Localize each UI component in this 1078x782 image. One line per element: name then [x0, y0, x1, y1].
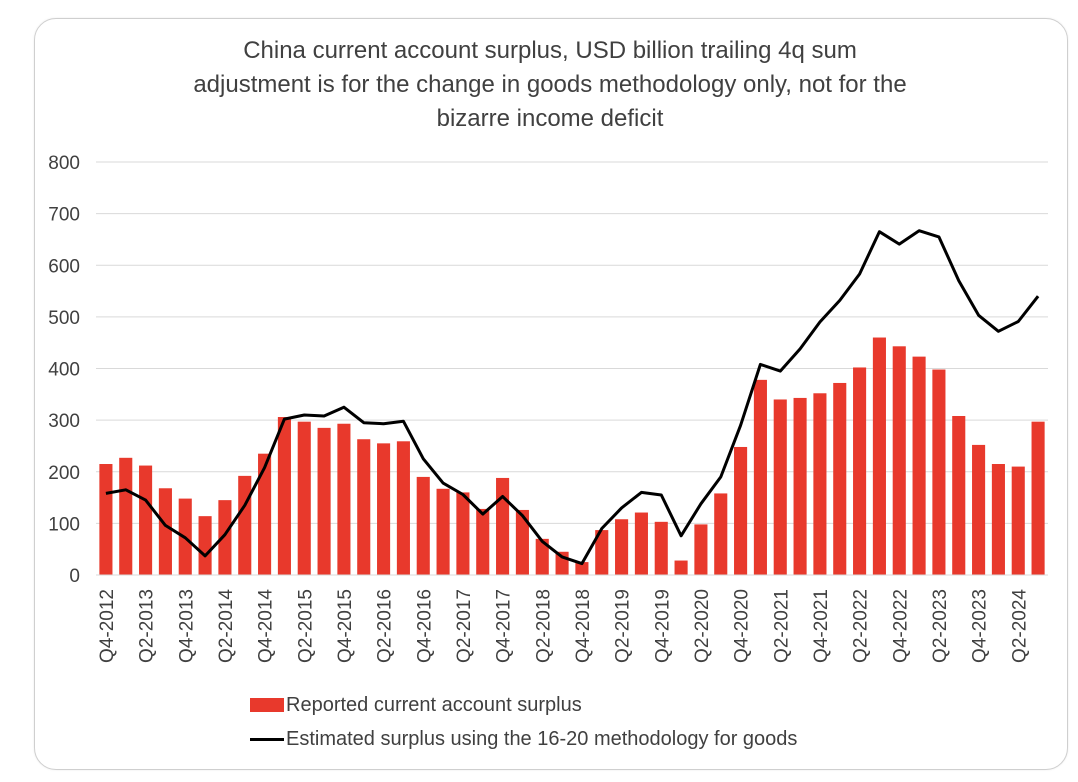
x-tick-label: Q4-2014	[256, 589, 277, 663]
chart-title-line-2: adjustment is for the change in goods me…	[193, 71, 907, 98]
bar	[714, 493, 728, 575]
bar	[952, 415, 966, 575]
x-tick-label: Q4-2022	[890, 589, 911, 663]
y-tick-label: 700	[48, 205, 80, 226]
bar	[317, 427, 331, 575]
x-tick-label: Q4-2019	[652, 589, 673, 663]
bar	[674, 560, 688, 575]
x-tick-label: Q4-2021	[811, 589, 832, 663]
legend-label-bars: Reported current account surplus	[286, 693, 582, 716]
bar	[892, 346, 906, 575]
bar	[634, 512, 648, 575]
bar	[813, 393, 827, 575]
x-tick-label: Q2-2022	[851, 589, 872, 663]
x-tick-label: Q2-2014	[216, 589, 237, 663]
bar	[833, 382, 847, 575]
bar	[436, 488, 450, 575]
legend-label-line: Estimated surplus using the 16-20 method…	[286, 727, 798, 750]
bar	[119, 457, 133, 575]
legend: Reported current account surplus Estimat…	[250, 688, 797, 756]
bar	[218, 500, 232, 575]
y-tick-label: 800	[48, 153, 80, 174]
bar	[496, 477, 510, 575]
legend-item-bars: Reported current account surplus	[250, 688, 797, 722]
y-tick-label: 100	[48, 514, 80, 535]
bar	[277, 417, 291, 575]
x-tick-label: Q2-2016	[375, 589, 396, 663]
bar	[238, 475, 252, 575]
x-tick-label: Q2-2019	[613, 589, 634, 663]
bar	[258, 453, 272, 575]
bar	[357, 439, 371, 575]
bar	[575, 562, 589, 575]
bar	[991, 464, 1005, 575]
bar	[694, 524, 708, 575]
x-tick-label: Q4-2017	[494, 589, 515, 663]
bar	[872, 337, 886, 575]
x-tick-label: Q4-2020	[732, 589, 753, 663]
x-tick-label: Q2-2015	[295, 589, 316, 663]
legend-swatch-line	[250, 737, 284, 741]
bar	[396, 441, 410, 575]
legend-swatch-bars	[250, 698, 284, 712]
bar	[476, 508, 490, 575]
bar	[932, 369, 946, 575]
bar	[773, 399, 787, 575]
x-tick-label: Q4-2013	[176, 589, 197, 663]
bar	[734, 446, 748, 575]
bar	[337, 423, 351, 575]
y-tick-label: 0	[69, 566, 80, 587]
legend-item-line: Estimated surplus using the 16-20 method…	[250, 722, 797, 756]
x-tick-label: Q2-2021	[771, 589, 792, 663]
y-tick-label: 400	[48, 360, 80, 381]
x-tick-label: Q4-2015	[335, 589, 356, 663]
x-tick-label: Q2-2020	[692, 589, 713, 663]
y-tick-label: 300	[48, 411, 80, 432]
x-tick-label: Q2-2018	[533, 589, 554, 663]
bar	[753, 379, 767, 575]
bar	[1031, 421, 1045, 575]
y-tick-label: 200	[48, 463, 80, 484]
bar	[654, 521, 668, 575]
bar	[416, 476, 430, 575]
bar	[793, 397, 807, 575]
x-tick-label: Q2-2024	[1009, 589, 1030, 663]
x-tick-label: Q4-2018	[573, 589, 594, 663]
bar	[139, 465, 153, 575]
bar	[972, 444, 986, 575]
x-tick-label: Q2-2017	[454, 589, 475, 663]
bar	[912, 356, 926, 575]
bar	[198, 516, 212, 575]
x-tick-label: Q4-2012	[97, 589, 118, 663]
bar	[456, 492, 470, 575]
chart-title-line-1: China current account surplus, USD billi…	[243, 37, 857, 64]
bar	[297, 421, 311, 575]
x-tick-label: Q4-2023	[970, 589, 991, 663]
bar	[853, 367, 867, 575]
bar	[1011, 466, 1025, 575]
bar	[615, 519, 629, 575]
series-line	[105, 229, 1040, 566]
chart-title: China current account surplus, USD billi…	[100, 34, 1000, 136]
bar	[535, 538, 549, 575]
x-tick-label: Q2-2023	[930, 589, 951, 663]
x-tick-label: Q4-2016	[414, 589, 435, 663]
y-tick-label: 600	[48, 256, 80, 277]
bar	[377, 443, 391, 575]
y-tick-label: 500	[48, 308, 80, 329]
bar	[99, 464, 113, 575]
chart-title-line-3: bizarre income deficit	[436, 105, 664, 132]
bar	[515, 509, 529, 575]
bar	[595, 530, 609, 575]
x-tick-label: Q2-2013	[137, 589, 158, 663]
bar	[158, 488, 172, 575]
